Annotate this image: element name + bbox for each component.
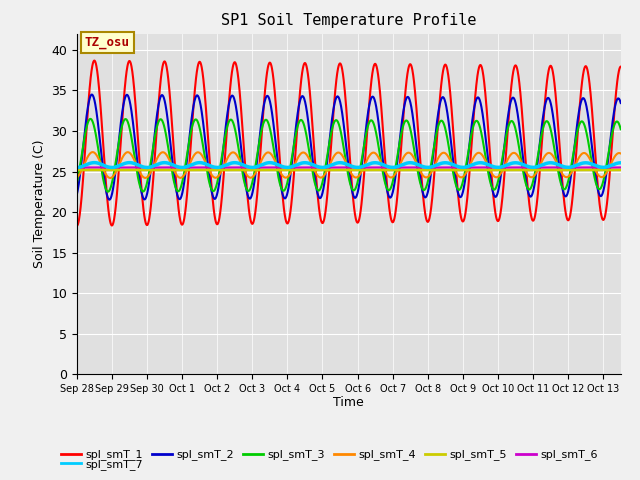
Legend: spl_smT_1, spl_smT_2, spl_smT_3, spl_smT_4, spl_smT_5, spl_smT_6: spl_smT_1, spl_smT_2, spl_smT_3, spl_smT…: [57, 445, 602, 465]
Title: SP1 Soil Temperature Profile: SP1 Soil Temperature Profile: [221, 13, 477, 28]
X-axis label: Time: Time: [333, 396, 364, 408]
Legend: spl_smT_7: spl_smT_7: [57, 455, 148, 474]
Text: TZ_osu: TZ_osu: [85, 36, 130, 49]
Y-axis label: Soil Temperature (C): Soil Temperature (C): [33, 140, 45, 268]
